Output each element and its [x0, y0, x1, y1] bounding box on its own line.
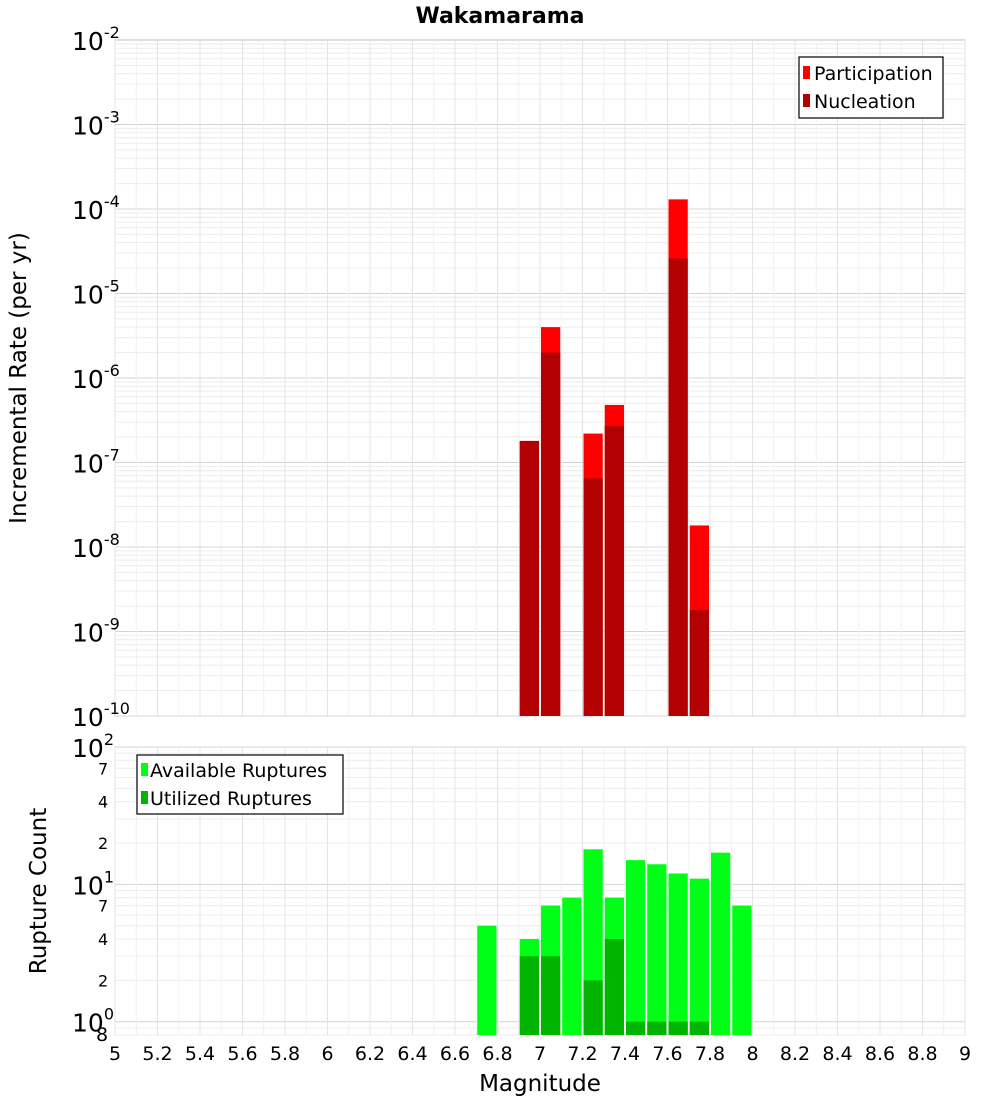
rate-y-tick-label: 10-2 [72, 23, 120, 56]
magnitude-x-tick-label: 8.6 [865, 1043, 895, 1065]
magnitude-x-tick-label: 5.2 [142, 1043, 172, 1065]
available-ruptures-bar[interactable] [647, 864, 667, 1035]
available-ruptures-bar[interactable] [732, 905, 752, 1035]
rate-y-tick-labels: 10-10 10-9 10-8 10-7 10-6 10-5 10-4 10-3 10-2 [72, 23, 130, 732]
rate-y-tick-label: 10-5 [72, 277, 120, 310]
count-y-minor-tick-label: 8 [96, 1024, 108, 1046]
count-y-minor-tick-label: 2 [98, 834, 108, 853]
rate-y-tick-label: 10-4 [72, 192, 120, 225]
available-ruptures-bar[interactable] [689, 878, 709, 1035]
magnitude-x-tick-label: 6 [321, 1043, 333, 1065]
available-ruptures-bar[interactable] [626, 860, 646, 1035]
magnitude-x-tick-label: 6.2 [355, 1043, 385, 1065]
magnitude-x-tick-label: 6.4 [397, 1043, 427, 1065]
rate-y-tick-label: 10-8 [72, 530, 120, 563]
rate-y-tick-label: 10-9 [72, 615, 120, 648]
rate-y-tick-label: 10-3 [72, 108, 120, 141]
rate-y-tick-label: 10-10 [72, 699, 130, 732]
count-legend[interactable]: Available Ruptures Utilized Ruptures [136, 754, 344, 815]
count-bars [477, 849, 752, 1035]
magnitude-x-tick-label: 7 [534, 1043, 546, 1065]
available-ruptures-bar[interactable] [668, 873, 688, 1035]
magnitude-x-tick-label: 8 [746, 1043, 758, 1065]
count-gridlines [114, 746, 966, 1036]
nucleation-bar[interactable] [689, 609, 709, 716]
rate-legend[interactable]: Participation Nucleation [798, 56, 944, 119]
utilized-ruptures-bar[interactable] [647, 1021, 667, 1035]
count-y-minor-tick-label: 7 [98, 897, 108, 916]
magnitude-x-tick-label: 6.8 [482, 1043, 512, 1065]
rate-y-tick-label: 10-7 [72, 446, 120, 479]
utilized-ruptures-bar[interactable] [626, 1021, 646, 1035]
nucleation-bar[interactable] [604, 426, 624, 716]
nucleation-bar[interactable] [541, 352, 561, 716]
magnitude-x-tick-labels: 5 5.2 5.4 5.6 5.8 6 6.2 6.4 6.6 6.8 7 7.2 7.4 7.6 7.8 8… [109, 1043, 971, 1065]
magnitude-x-tick-label: 9 [959, 1043, 971, 1065]
utilized-ruptures-bar[interactable] [604, 939, 624, 1035]
magnitude-x-tick-label: 5 [109, 1043, 121, 1065]
available-legend-swatch [141, 763, 148, 776]
utilized-legend-swatch [141, 791, 148, 804]
count-y-major-tick-label: 102 [72, 730, 114, 763]
utilized-ruptures-bar[interactable] [668, 1021, 688, 1035]
magnitude-x-tick-label: 7.2 [567, 1043, 597, 1065]
magnitude-x-tick-label: 7.8 [695, 1043, 725, 1065]
nucleation-bar[interactable] [519, 440, 539, 716]
count-y-minor-tick-label: 4 [98, 930, 108, 949]
utilized-legend-label: Utilized Ruptures [150, 788, 312, 810]
available-ruptures-bar[interactable] [477, 925, 497, 1035]
count-y-minor-tick-label: 7 [98, 759, 108, 778]
utilized-ruptures-bar[interactable] [519, 956, 539, 1035]
nucleation-legend-swatch [803, 94, 810, 107]
magnitude-x-tick-label: 5.6 [227, 1043, 257, 1065]
utilized-ruptures-bar[interactable] [689, 1021, 709, 1035]
available-ruptures-bar[interactable] [562, 897, 582, 1035]
participation-legend-swatch [803, 66, 810, 79]
magnitude-x-tick-label: 8.8 [907, 1043, 937, 1065]
count-legend-box [136, 754, 344, 815]
utilized-ruptures-bar[interactable] [583, 980, 603, 1035]
magnitude-x-tick-label: 8.4 [822, 1043, 852, 1065]
nucleation-legend-label: Nucleation [814, 91, 916, 113]
magnitude-x-tick-label: 7.4 [610, 1043, 640, 1065]
nucleation-bar[interactable] [668, 258, 688, 716]
count-y-major-tick-label: 100 [72, 1005, 114, 1038]
rate-bars [519, 199, 709, 717]
magnitude-x-tick-label: 5.4 [185, 1043, 215, 1065]
magnitude-x-tick-label: 7.6 [652, 1043, 682, 1065]
count-y-minor-tick-label: 2 [98, 971, 108, 990]
magnitude-x-tick-label: 8.2 [780, 1043, 810, 1065]
available-legend-label: Available Ruptures [150, 760, 327, 782]
nucleation-bar[interactable] [583, 478, 603, 716]
magnitude-x-axis-label: Magnitude [479, 1071, 601, 1097]
utilized-ruptures-bar[interactable] [541, 956, 561, 1035]
count-y-minor-tick-label: 4 [98, 793, 108, 812]
rate-legend-box [798, 56, 944, 119]
available-ruptures-bar[interactable] [711, 852, 731, 1035]
count-y-major-tick-label: 101 [72, 867, 114, 900]
rate-plot: 10-10 10-9 10-8 10-7 10-6 10-5 10-4 10-3 10-2 In… [6, 23, 966, 732]
rate-y-tick-label: 10-6 [72, 361, 120, 394]
rate-gridlines [114, 40, 966, 717]
chart-title: Wakamarama [415, 4, 584, 29]
magnitude-x-tick-label: 5.8 [270, 1043, 300, 1065]
participation-legend-label: Participation [814, 63, 933, 85]
rate-y-axis-label: Incremental Rate (per yr) [6, 232, 32, 524]
magnitude-x-tick-label: 6.6 [440, 1043, 470, 1065]
count-y-axis-label: Rupture Count [26, 808, 52, 974]
